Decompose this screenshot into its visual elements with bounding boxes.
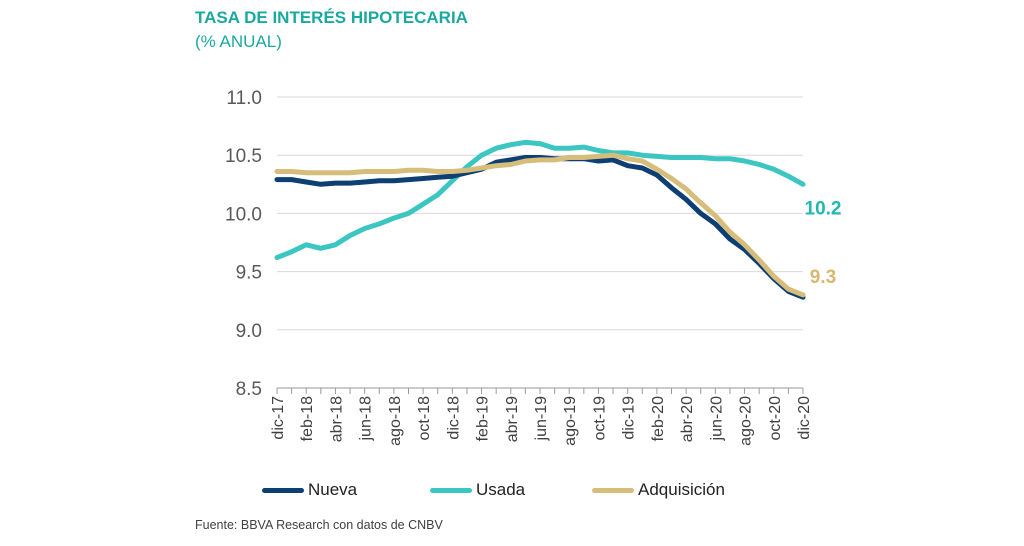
end-label-adquisicin: 9.3 <box>810 267 836 288</box>
x-tick-label: ago-20 <box>738 396 755 446</box>
legend-label-usada: Usada <box>476 480 526 499</box>
legend-swatch-adquisicion <box>592 487 634 493</box>
legend-item-usada: Usada <box>430 480 525 500</box>
x-tick-label: ago-19 <box>562 396 579 446</box>
chart-subtitle: (% ANUAL) <box>195 32 282 51</box>
legend-label-nueva: Nueva <box>308 480 358 499</box>
y-tick-label: 9.5 <box>236 263 262 284</box>
x-tick-label: feb-20 <box>650 396 667 441</box>
x-tick-label: oct-20 <box>767 396 784 441</box>
source-note: Fuente: BBVA Research con datos de CNBV <box>195 518 443 532</box>
chart-title: TASA DE INTERÉS HIPOTECARIA <box>195 8 468 27</box>
x-tick-label: jun-19 <box>533 396 550 442</box>
x-tick-label: dic-17 <box>270 396 287 440</box>
x-tick-label: oct-18 <box>416 396 433 441</box>
y-tick-label: 8.5 <box>236 379 262 400</box>
x-tick-label: jun-20 <box>708 396 725 442</box>
x-tick-label: dic-18 <box>445 396 462 440</box>
end-value-labels: 10.2 9.3 <box>805 198 842 288</box>
y-tick-label: 10.5 <box>225 146 262 167</box>
series-line-usada <box>274 139 806 261</box>
x-tick-label: ago-18 <box>387 396 404 446</box>
x-axis-tick-labels: dic-17 feb-18 abr-18 jun-18 ago-18 oct-18 dic-… <box>270 396 813 446</box>
y-tick-label: 10.0 <box>225 204 262 225</box>
y-tick-label: 11.0 <box>226 88 262 109</box>
x-tick-label: feb-19 <box>475 396 492 441</box>
legend-swatch-nueva <box>262 487 304 493</box>
x-tick-label: abr-18 <box>328 396 345 442</box>
x-tick-label: dic-19 <box>621 396 638 440</box>
legend-item-adquisicion: Adquisición <box>592 480 725 500</box>
x-tick-label: feb-18 <box>299 396 316 441</box>
x-axis <box>276 387 804 394</box>
legend-label-adquisicion: Adquisición <box>638 480 725 499</box>
x-tick-label: jun-18 <box>358 396 375 442</box>
legend-swatch-usada <box>430 487 472 493</box>
series-lines <box>274 139 806 300</box>
x-tick-label: abr-20 <box>679 396 696 442</box>
gridlines <box>277 96 803 331</box>
x-tick-label: oct-19 <box>591 396 608 441</box>
series-line-adquisicin <box>274 152 806 298</box>
legend-item-nueva: Nueva <box>262 480 357 500</box>
y-axis-tick-labels: 11.0 10.5 10.0 9.5 9.0 8.5 <box>225 88 262 400</box>
end-label-usada: 10.2 <box>805 198 842 219</box>
x-tick-label: dic-20 <box>796 396 813 440</box>
x-tick-label: abr-19 <box>504 396 521 442</box>
y-tick-label: 9.0 <box>236 321 262 342</box>
